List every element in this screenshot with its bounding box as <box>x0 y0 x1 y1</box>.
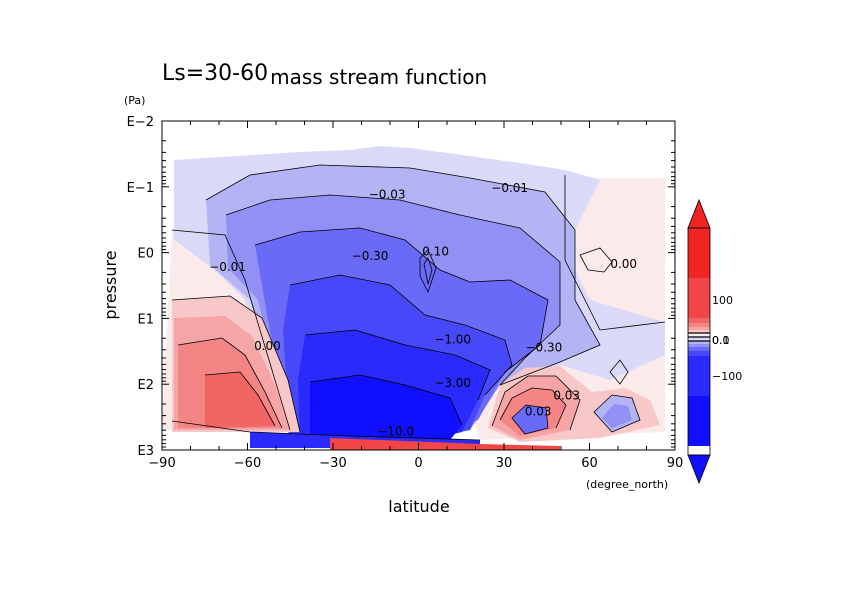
contour-line-16 <box>499 387 567 429</box>
contour-line-14 <box>423 257 433 285</box>
contour-line-18 <box>593 394 641 433</box>
x-tick-label: −90 <box>148 456 175 471</box>
y-axis-label: pressure <box>101 250 120 319</box>
contour-line-5 <box>304 329 491 401</box>
contour-line-4 <box>289 274 513 396</box>
x-tick-label: 90 <box>667 456 684 471</box>
contour-label: −1.00 <box>434 332 471 346</box>
chart-title: Ls=30-60 <box>162 61 268 86</box>
contour-label: −10.0 <box>377 424 414 438</box>
contour-line-1 <box>205 164 601 386</box>
colorbar-swatch-negative <box>688 344 710 347</box>
colorbar-swatch-negative <box>688 396 710 446</box>
contour-label: 0.10 <box>422 244 449 258</box>
y-tick-label: E0 <box>138 247 155 262</box>
contour-label: −0.30 <box>352 249 389 263</box>
colorbar-swatch-positive <box>688 330 710 333</box>
colorbar-swatch-negative <box>688 347 710 351</box>
contour-line-17 <box>511 404 549 435</box>
colorbar-swatch-positive <box>688 333 710 337</box>
contour-fill-layer <box>162 146 665 450</box>
contour-label: −0.30 <box>526 341 563 355</box>
contour-label: 0.00 <box>610 257 637 271</box>
contour-line-10 <box>204 371 276 427</box>
chart-subtitle: mass stream function <box>270 65 487 89</box>
colorbar-tick-label: 0.1 <box>712 334 730 347</box>
contour-line-8 <box>171 295 301 433</box>
colorbar-swatch-positive <box>688 228 710 278</box>
contour-label: −3.00 <box>434 376 471 390</box>
contour-label: −0.03 <box>369 187 406 201</box>
colorbar-swatch-negative <box>688 356 710 396</box>
colorbar-swatch-positive <box>688 323 710 327</box>
contour-line-12 <box>579 247 613 273</box>
contour-line-15 <box>491 375 581 431</box>
x-tick-label: 30 <box>496 456 513 471</box>
x-axis-label: latitude <box>388 497 449 516</box>
contour-line-7 <box>171 229 291 431</box>
contour-line-6 <box>309 374 463 426</box>
colorbar-swatch-positive <box>688 278 710 318</box>
contour-label: 0.00 <box>254 339 281 353</box>
colorbar: 100 0.10.0 −100 <box>687 198 742 485</box>
y-unit-label: (Pa) <box>124 94 145 107</box>
colorbar-top-arrow <box>687 198 711 229</box>
y-tick-label: E2 <box>138 378 155 393</box>
y-axis-ticks: E−2 E−1 E0 E1 E2 E3 <box>127 115 675 459</box>
contour-line-13 <box>419 249 437 294</box>
colorbar-tick-label: 0.0 <box>712 334 730 347</box>
field-positive-left-4 <box>205 372 275 428</box>
y-tick-label: E−2 <box>127 115 154 130</box>
field-negative-pocket-2-core <box>602 404 632 428</box>
colorbar-swatch-negative <box>688 341 710 344</box>
contour-line-11 <box>564 175 666 331</box>
colorbar-tick-label: −100 <box>712 370 742 383</box>
contour-line-2 <box>225 194 561 386</box>
x-axis-ticks: −90 −60 −30 0 30 60 90 <box>148 121 683 471</box>
contour-line-9 <box>177 337 283 429</box>
y-tick-label: E−1 <box>127 181 154 196</box>
contour-label: 0.03 <box>525 405 552 419</box>
x-tick-label: 60 <box>581 456 598 471</box>
contour-line-20 <box>171 420 481 441</box>
contour-label: −0.01 <box>491 181 528 195</box>
contour-label: −0.01 <box>209 260 246 274</box>
contour-label-layer: −0.01 −0.03 −0.30 0.10 0.00 −0.01 −1.00 −0.30 −3… <box>209 181 637 438</box>
x-tick-label: −30 <box>319 456 346 471</box>
colorbar-swatch-positive <box>688 327 710 330</box>
x-tick-label: 0 <box>414 456 422 471</box>
field-negative-pocket-1 <box>512 405 548 434</box>
colorbar-swatch-negative <box>688 351 710 356</box>
colorbar-swatch-positive <box>688 318 710 323</box>
colorbar-tick-label: 100 <box>712 294 733 307</box>
x-tick-label: −60 <box>234 456 261 471</box>
y-tick-label: E3 <box>138 444 155 459</box>
contour-line-layer <box>171 164 666 441</box>
contour-label: 0.03 <box>553 388 580 402</box>
contour-line-19 <box>609 359 629 385</box>
field-negative-core <box>310 375 462 442</box>
x-unit-label: (degree_north) <box>586 478 668 491</box>
contour-line-3 <box>254 227 549 373</box>
colorbar-bottom-arrow <box>687 454 711 485</box>
field-surface-red-strip <box>330 438 560 450</box>
y-tick-label: E1 <box>138 312 155 327</box>
colorbar-swatch-negative <box>688 337 710 341</box>
